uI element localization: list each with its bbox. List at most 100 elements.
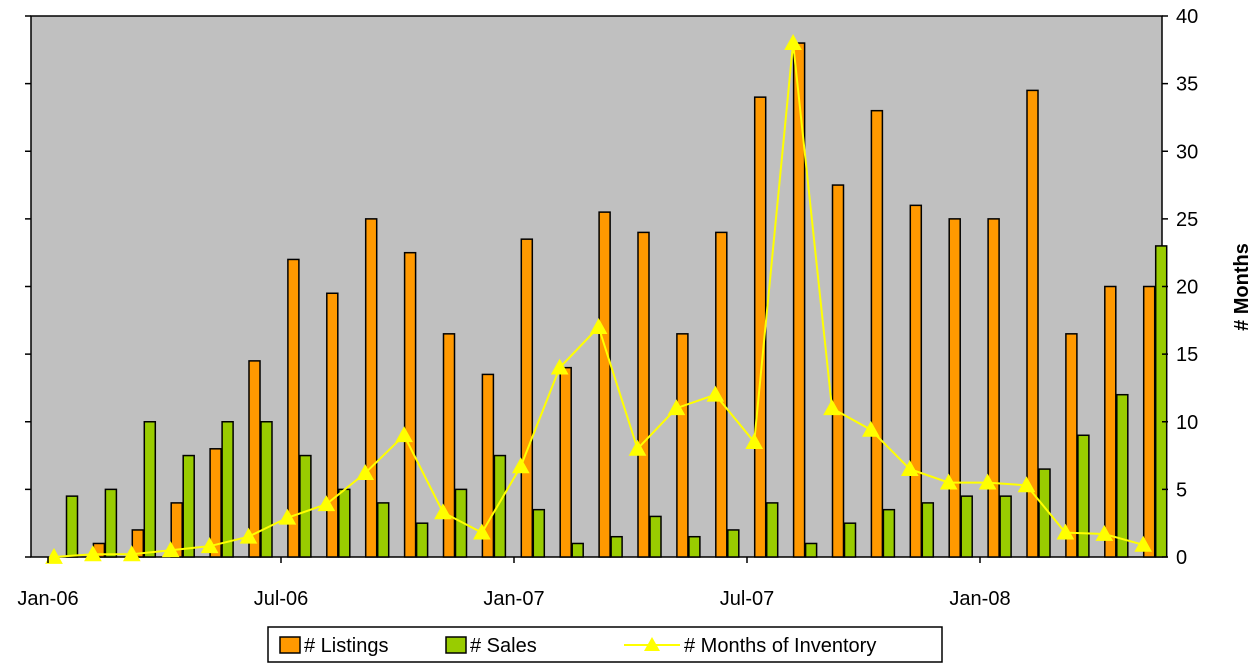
inventory-point bbox=[939, 473, 958, 490]
right-tick-label: 0 bbox=[1176, 547, 1187, 569]
listings-bar bbox=[909, 204, 923, 558]
listings-bar bbox=[1026, 89, 1039, 558]
sales-bar bbox=[882, 508, 896, 558]
sales-bar bbox=[843, 522, 857, 558]
legend-label-sales: # Sales bbox=[470, 635, 537, 657]
listings-bar bbox=[987, 218, 1000, 558]
sales-bar bbox=[454, 488, 468, 558]
inventory-point bbox=[84, 545, 102, 562]
inventory-point bbox=[589, 318, 608, 334]
sales-bar bbox=[649, 515, 662, 558]
inventory-point bbox=[122, 545, 141, 562]
inventory-point bbox=[511, 457, 530, 474]
listings-bar bbox=[520, 238, 534, 558]
legend-label-listings: # Listings bbox=[304, 635, 389, 657]
right-tick-label: 5 bbox=[1176, 479, 1187, 501]
sales-bar bbox=[299, 454, 312, 558]
x-tick-label: Jan-08 bbox=[949, 588, 1010, 610]
inventory-point bbox=[395, 426, 413, 443]
listings-bar bbox=[1142, 285, 1156, 558]
inventory-point bbox=[667, 399, 686, 416]
listings-bar bbox=[753, 96, 767, 558]
sales-bar bbox=[143, 421, 157, 558]
listings-bar bbox=[559, 366, 572, 558]
inventory-point bbox=[473, 523, 491, 540]
inventory-point bbox=[317, 495, 336, 512]
listings-bar bbox=[1104, 285, 1117, 558]
legend-marker-inventory bbox=[644, 637, 660, 651]
inventory-line-group bbox=[45, 34, 1153, 564]
right-tick-label: 35 bbox=[1176, 74, 1198, 96]
listings-bar bbox=[326, 292, 339, 558]
sales-bar bbox=[1154, 245, 1168, 558]
inventory-point bbox=[1056, 523, 1075, 540]
listings-bar bbox=[598, 211, 611, 558]
inventory-point bbox=[200, 537, 219, 554]
inventory-point bbox=[356, 464, 375, 481]
inventory-point bbox=[1095, 524, 1114, 541]
inventory-point bbox=[706, 385, 725, 402]
listings-bar bbox=[870, 109, 884, 558]
bars-group bbox=[65, 42, 1168, 558]
sales-bar bbox=[338, 488, 351, 558]
inventory-point bbox=[278, 508, 297, 525]
inventory-point bbox=[745, 433, 764, 449]
sales-bar bbox=[493, 454, 507, 558]
sales-bar bbox=[532, 508, 546, 558]
sales-bar bbox=[415, 522, 429, 558]
sales-bar bbox=[182, 454, 195, 558]
right-tick-label: 30 bbox=[1176, 141, 1198, 163]
x-tick-label: Jul-07 bbox=[720, 588, 774, 610]
listings-bar bbox=[248, 360, 261, 558]
listings-bar bbox=[676, 333, 689, 558]
x-tick-label: Jan-06 bbox=[17, 588, 78, 610]
x-tick-label: Jul-06 bbox=[254, 588, 308, 610]
axes-group: 0 5 10 15 20 25 30 35 40 Jan-06 Jul-06 Jan-07 Jul-07… bbox=[17, 6, 1198, 610]
inventory-point bbox=[550, 358, 569, 375]
listings-bar bbox=[209, 448, 222, 558]
sales-bar bbox=[960, 495, 973, 558]
sales-bar bbox=[260, 421, 273, 558]
inventory-point bbox=[978, 473, 997, 490]
inventory-point bbox=[239, 527, 258, 544]
legend-swatch-listings bbox=[279, 636, 301, 654]
right-tick-label: 20 bbox=[1176, 277, 1198, 299]
sales-bar bbox=[376, 502, 390, 558]
listings-bar bbox=[442, 333, 456, 558]
sales-bar bbox=[999, 495, 1012, 558]
inventory-point bbox=[1134, 535, 1153, 552]
listings-bar bbox=[287, 258, 300, 558]
legend-label-inventory: # Months of Inventory bbox=[684, 635, 876, 657]
right-tick-label: 15 bbox=[1176, 344, 1198, 366]
right-tick-label: 10 bbox=[1176, 412, 1198, 434]
legend-box bbox=[267, 626, 943, 663]
right-tick-label: 40 bbox=[1176, 6, 1198, 28]
listings-bar bbox=[403, 251, 417, 558]
inventory-point bbox=[434, 503, 452, 520]
inventory-point bbox=[784, 34, 802, 50]
sales-bar bbox=[65, 495, 79, 558]
sales-bar bbox=[1077, 434, 1090, 558]
listings-bar bbox=[364, 218, 378, 558]
right-axis-label: # Months bbox=[1231, 243, 1253, 331]
inventory-point bbox=[823, 399, 841, 416]
listings-bar bbox=[792, 42, 806, 558]
sales-bar bbox=[921, 502, 935, 558]
listings-bar bbox=[481, 373, 495, 558]
sales-bar bbox=[610, 535, 623, 558]
sales-bar bbox=[688, 535, 701, 558]
inventory-point bbox=[862, 420, 880, 437]
sales-bar bbox=[727, 529, 740, 558]
listings-bar bbox=[948, 218, 961, 558]
inventory-point bbox=[161, 541, 180, 558]
sales-bar bbox=[571, 542, 584, 558]
inventory-point bbox=[628, 439, 647, 456]
listings-bar bbox=[831, 184, 845, 558]
inventory-point bbox=[1017, 476, 1036, 493]
legend-swatch-sales bbox=[445, 636, 467, 654]
sales-bar bbox=[765, 502, 779, 558]
legend: # Listings # Sales # Months of Inventory bbox=[267, 626, 943, 663]
x-tick-label: Jan-07 bbox=[483, 588, 544, 610]
right-tick-label: 25 bbox=[1176, 209, 1198, 231]
